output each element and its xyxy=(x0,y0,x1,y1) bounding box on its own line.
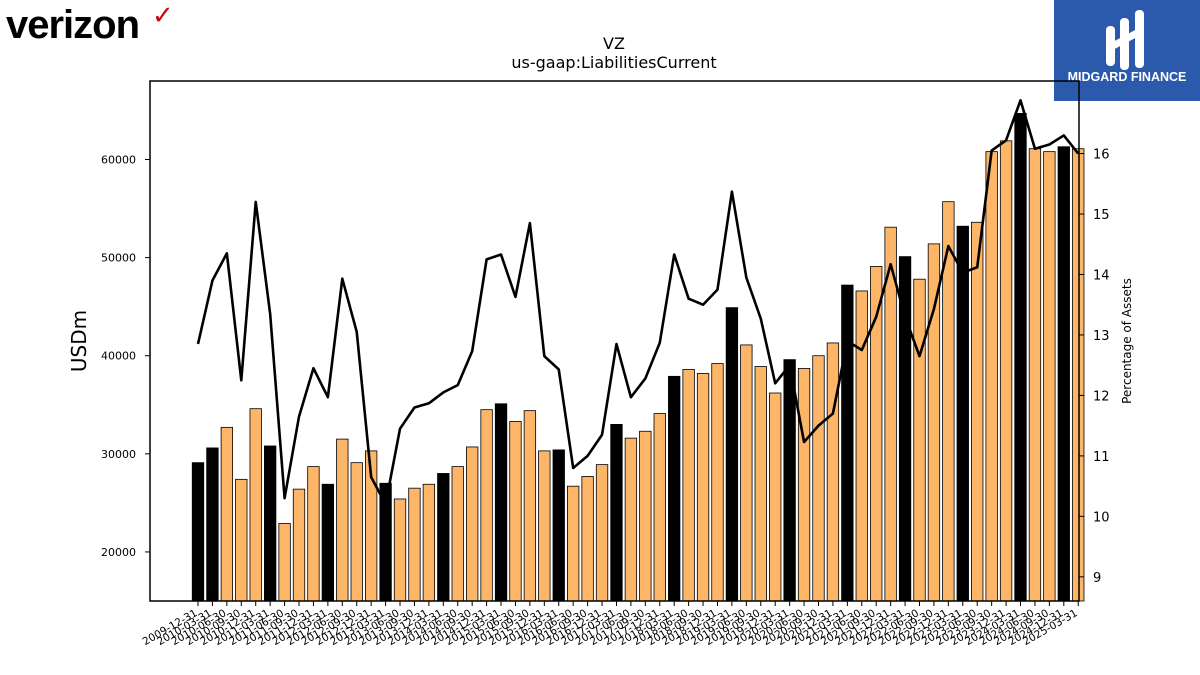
y2-tick-label: 9 xyxy=(1093,571,1101,586)
bar xyxy=(855,290,868,602)
line-series xyxy=(196,99,1080,506)
bar xyxy=(624,437,638,602)
bar xyxy=(927,243,941,602)
verizon-logo: verizon ✓ xyxy=(6,2,174,47)
bar xyxy=(480,409,493,602)
bar xyxy=(956,225,969,602)
bar xyxy=(711,363,724,602)
bar xyxy=(307,466,320,602)
y-tick-label: 60000 xyxy=(101,153,136,166)
bar xyxy=(725,307,739,602)
bar-series xyxy=(191,112,1085,602)
bar xyxy=(437,473,450,602)
y2-tick-label: 13 xyxy=(1093,329,1110,344)
bar xyxy=(191,462,205,602)
midgard-emblem-icon xyxy=(1106,10,1144,70)
bar xyxy=(783,359,796,602)
bar xyxy=(841,284,854,602)
y2-tick-label: 15 xyxy=(1093,208,1110,223)
bar xyxy=(610,423,623,602)
bar xyxy=(999,140,1013,602)
bar xyxy=(1057,146,1070,602)
bar xyxy=(220,426,234,602)
bar xyxy=(1072,148,1085,602)
bar xyxy=(797,368,811,602)
y-tick-label: 50000 xyxy=(101,252,136,265)
bar xyxy=(1014,112,1027,602)
bar xyxy=(235,478,248,602)
y-axis-label: USDm xyxy=(67,310,91,372)
bar xyxy=(451,466,464,602)
bar xyxy=(913,278,926,602)
plot-frame xyxy=(149,80,1080,602)
bar xyxy=(682,369,695,602)
y2-tick-label: 12 xyxy=(1093,389,1110,404)
y2-tick-label: 10 xyxy=(1093,510,1110,525)
y-tick-label: 30000 xyxy=(101,448,136,461)
bar xyxy=(538,450,551,602)
y2-tick-label: 14 xyxy=(1093,268,1110,283)
bar xyxy=(971,221,984,602)
bar xyxy=(826,342,840,602)
bar xyxy=(278,523,291,602)
bar xyxy=(292,488,306,602)
chart-subtitle: us-gaap:LiabilitiesCurrent xyxy=(511,53,716,72)
bar xyxy=(595,464,609,602)
verizon-logo-text: verizon xyxy=(6,3,139,47)
bar xyxy=(422,483,436,602)
y2-tick-label: 16 xyxy=(1093,148,1110,163)
bar xyxy=(740,344,753,602)
bar xyxy=(653,413,666,602)
bar xyxy=(321,483,335,602)
chart-title: VZ xyxy=(603,34,625,53)
bar xyxy=(408,487,421,602)
y-tick-label: 20000 xyxy=(101,546,136,559)
percentage-of-assets-line xyxy=(196,99,1080,506)
bar xyxy=(639,430,652,602)
bar xyxy=(898,256,912,602)
bar xyxy=(263,445,277,602)
bar xyxy=(668,375,681,602)
bar xyxy=(206,447,219,602)
bar xyxy=(466,446,479,602)
y2-tick-label: 11 xyxy=(1093,450,1110,465)
bar xyxy=(494,403,508,602)
bar xyxy=(1043,151,1056,602)
bar xyxy=(509,421,522,602)
bar xyxy=(754,366,767,602)
sponsor-logo-text: MIDGARD FINANCE xyxy=(1068,70,1187,84)
bar xyxy=(985,151,998,602)
axes: 20000 30000 40000 50000 60000 9 10 11 12 13 14 15 16… xyxy=(101,80,1110,648)
bar xyxy=(1028,148,1042,602)
verizon-check-icon: ✓ xyxy=(152,2,174,31)
y2-axis-label: Percentage of Assets xyxy=(1120,278,1134,404)
bar xyxy=(567,485,580,602)
bar xyxy=(249,408,262,602)
bar xyxy=(769,392,782,602)
y-tick-label: 40000 xyxy=(101,350,136,363)
bar xyxy=(812,355,825,602)
bar xyxy=(350,462,363,602)
bar xyxy=(552,449,565,602)
bar xyxy=(393,498,407,602)
bar xyxy=(696,372,710,602)
bar xyxy=(523,410,537,602)
bar xyxy=(336,438,349,602)
bar xyxy=(581,475,594,602)
